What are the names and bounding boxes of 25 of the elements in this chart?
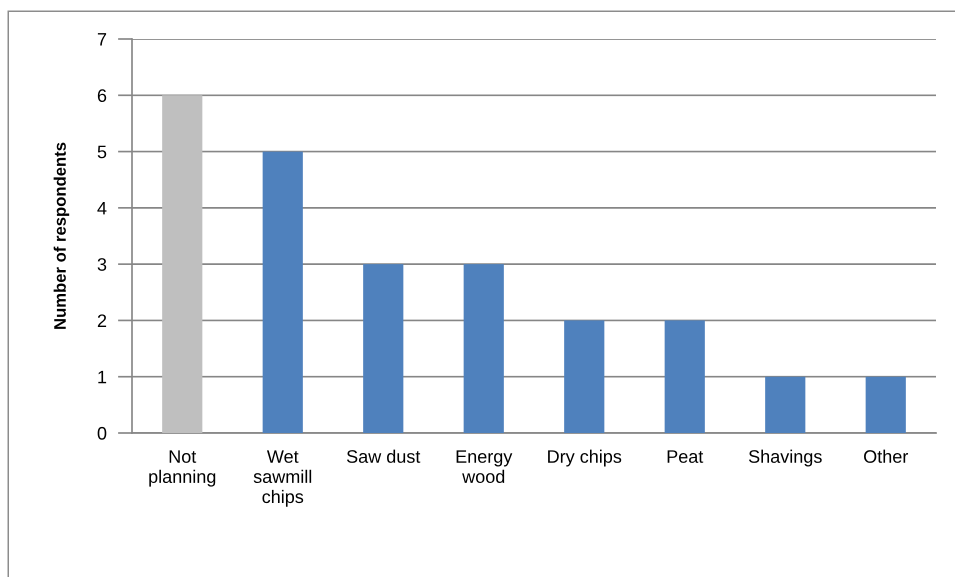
x-tick-label: Wet sawmill chips (254, 450, 312, 507)
y-tick-label: 6 (98, 89, 106, 102)
bar (664, 320, 705, 433)
y-tick-label: 1 (98, 370, 106, 384)
x-tick-label: Peat (668, 450, 704, 463)
y-tick-label: 3 (98, 258, 106, 271)
bar (262, 152, 303, 433)
bar (464, 264, 504, 433)
x-tick-label: Energy wood (456, 450, 512, 484)
bar (363, 264, 404, 433)
x-tick-label: Other (864, 450, 908, 463)
y-tick-label: 2 (98, 314, 106, 327)
bar (765, 376, 806, 433)
y-tick-label: 5 (98, 146, 106, 158)
y-tick-label: 4 (97, 202, 106, 214)
y-tick-label: 0 (98, 426, 106, 440)
bar (162, 95, 202, 433)
x-tick-label: Shavings (748, 450, 822, 466)
x-tick-label: Saw dust (346, 450, 420, 463)
y-axis-title: Number of respondents (54, 142, 70, 329)
bar (866, 376, 906, 433)
y-tick-label: 7 (98, 33, 106, 46)
x-tick-label: Dry chips (548, 450, 622, 466)
bar (564, 320, 604, 433)
x-tick-label: Not planning (149, 450, 216, 487)
